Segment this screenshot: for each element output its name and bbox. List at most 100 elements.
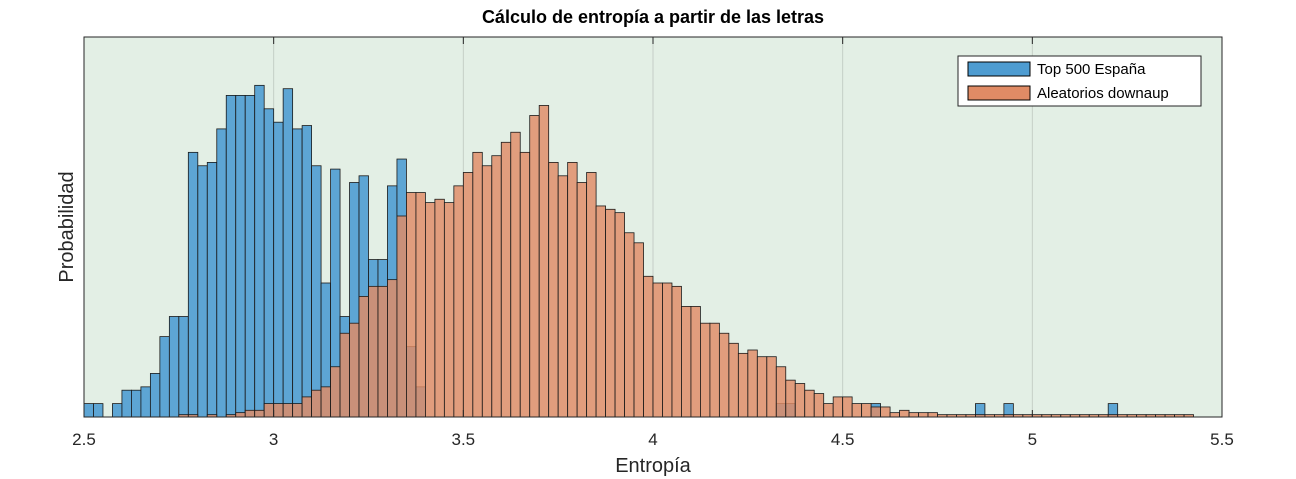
x-tick-label: 3: [269, 430, 278, 449]
histogram-bar: [756, 356, 768, 418]
histogram-bar: [387, 279, 398, 418]
histogram-bar: [870, 406, 881, 418]
histogram-bar: [766, 356, 777, 418]
histogram-bar: [273, 403, 284, 418]
histogram-bar: [292, 403, 303, 418]
histogram-bar: [785, 379, 796, 418]
histogram-bar: [197, 165, 208, 418]
histogram-bar: [282, 88, 294, 418]
histogram-bar: [918, 412, 929, 418]
histogram-bar: [728, 342, 739, 418]
histogram-bar: [244, 409, 256, 418]
histogram-bar: [538, 105, 550, 418]
histogram-bar: [690, 306, 701, 418]
histogram-bar: [595, 205, 606, 418]
histogram-bar: [406, 192, 417, 418]
histogram-bar: [282, 403, 294, 418]
histogram-bar: [330, 366, 341, 418]
histogram-bar: [462, 172, 474, 418]
histogram-bar: [415, 192, 426, 418]
histogram-bar: [377, 285, 388, 418]
histogram-bar: [605, 208, 616, 418]
histogram-bar: [121, 389, 132, 418]
histogram-bar: [140, 386, 151, 418]
x-tick-label: 3.5: [452, 430, 476, 449]
histogram-bar: [311, 389, 322, 418]
histogram-bar: [339, 332, 350, 418]
histogram-bar: [216, 128, 227, 418]
histogram-bar: [235, 95, 246, 418]
histogram-bar: [349, 322, 360, 418]
histogram-bar: [263, 108, 275, 418]
histogram-bar: [112, 403, 123, 418]
histogram-bar: [652, 282, 663, 418]
histogram-bar: [889, 412, 900, 418]
x-tick-label: 5.5: [1210, 430, 1234, 449]
histogram-bar: [813, 393, 825, 418]
histogram-bar: [254, 409, 265, 418]
histogram-bar: [453, 185, 464, 418]
histogram-bar: [576, 182, 588, 418]
histogram-bar: [311, 165, 322, 418]
histogram-bar: [368, 285, 379, 418]
legend-swatch-top500: [967, 61, 1031, 77]
histogram-bar: [443, 202, 455, 418]
x-tick-label: 5: [1028, 430, 1037, 449]
histogram-bar: [424, 202, 436, 418]
histogram-bar: [273, 121, 284, 418]
histogram-bar: [794, 383, 806, 418]
histogram-bar: [681, 306, 692, 418]
histogram-bar: [263, 403, 275, 418]
histogram-bar: [633, 242, 644, 418]
histogram-bar: [832, 396, 844, 418]
histogram-bar: [254, 84, 265, 418]
histogram-bar: [149, 373, 161, 418]
histogram-bar: [718, 332, 730, 418]
legend-swatch-aleatorios: [967, 85, 1031, 101]
histogram-bar: [586, 172, 597, 418]
histogram-bar: [662, 282, 673, 418]
histogram-bar: [206, 161, 218, 418]
x-tick-label: 4: [648, 430, 657, 449]
histogram-bar: [187, 151, 199, 418]
histogram-bar: [434, 198, 445, 418]
histogram-bar: [899, 409, 910, 418]
histogram-bar: [880, 406, 891, 418]
y-axis-label: Probabilidad: [56, 171, 78, 282]
histogram-bar: [481, 165, 493, 418]
histogram-bar: [358, 295, 369, 418]
histogram-bar: [861, 403, 872, 418]
histogram-bar: [624, 232, 635, 418]
histogram-bar: [557, 175, 569, 418]
x-tick-label: 4.5: [831, 430, 855, 449]
histogram-bar: [396, 215, 407, 418]
histogram-bar: [519, 151, 531, 418]
histogram-bar: [548, 161, 559, 418]
histogram-bar: [908, 412, 919, 418]
x-axis-label: Entropía: [615, 455, 691, 477]
histogram-bar: [851, 403, 863, 418]
histogram-bar: [244, 95, 256, 418]
histogram-bar: [168, 316, 180, 418]
histogram-bar: [301, 125, 312, 418]
legend-label-aleatorios: Aleatorios downaup: [1037, 85, 1169, 102]
histogram-bar: [491, 155, 502, 418]
chart-title: Cálculo de entropía a partir de las letr…: [482, 7, 824, 27]
histogram-bar: [614, 212, 625, 418]
histogram-bar: [500, 141, 512, 418]
histogram-bar: [671, 285, 682, 418]
histogram-bar: [320, 386, 331, 418]
histogram-bar: [235, 412, 246, 418]
x-axis-ticks: 2.5 3 3.5 4 4.5 5 5.5: [72, 37, 1234, 449]
histogram-bar: [747, 349, 758, 418]
histogram-bar: [93, 403, 104, 418]
x-tick-label: 2.5: [72, 430, 96, 449]
histogram-bar: [804, 389, 815, 418]
histogram-bar: [927, 412, 938, 418]
legend: Top 500 España Aleatorios downaup: [957, 55, 1202, 107]
histogram-bar: [567, 161, 578, 418]
histogram-bar: [842, 396, 853, 418]
histogram-bar: [131, 389, 142, 418]
histogram-bar: [472, 151, 483, 418]
